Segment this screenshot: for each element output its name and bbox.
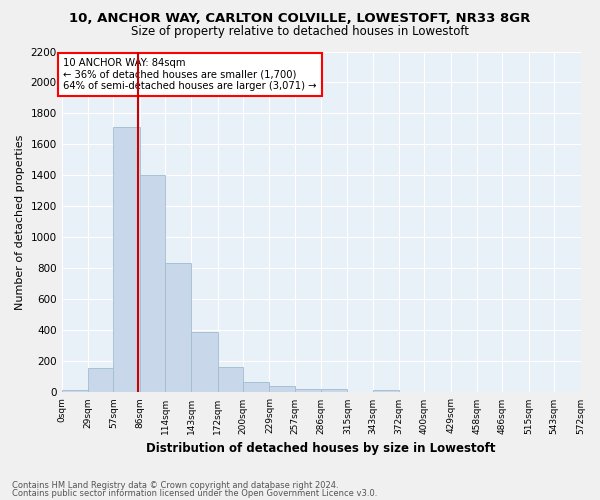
Bar (295, 390, 321, 392)
Bar (165, 263, 191, 392)
Bar (191, 332, 218, 392)
Text: 10 ANCHOR WAY: 84sqm
← 36% of detached houses are smaller (1,700)
64% of semi-de: 10 ANCHOR WAY: 84sqm ← 36% of detached h… (64, 58, 317, 91)
Bar (62, 390, 88, 392)
Text: 10, ANCHOR WAY, CARLTON COLVILLE, LOWESTOFT, NR33 8GR: 10, ANCHOR WAY, CARLTON COLVILLE, LOWEST… (70, 12, 530, 26)
Bar (243, 382, 269, 392)
Bar (88, 368, 113, 392)
Y-axis label: Number of detached properties: Number of detached properties (15, 134, 25, 310)
Bar (321, 390, 347, 392)
Bar (140, 176, 165, 392)
Bar (373, 390, 399, 392)
Text: Contains public sector information licensed under the Open Government Licence v3: Contains public sector information licen… (12, 489, 377, 498)
Bar (269, 386, 295, 392)
Text: Contains HM Land Registry data © Crown copyright and database right 2024.: Contains HM Land Registry data © Crown c… (12, 480, 338, 490)
Bar (218, 367, 243, 392)
Bar (113, 128, 140, 392)
X-axis label: Distribution of detached houses by size in Lowestoft: Distribution of detached houses by size … (146, 442, 496, 455)
Text: Size of property relative to detached houses in Lowestoft: Size of property relative to detached ho… (131, 25, 469, 38)
